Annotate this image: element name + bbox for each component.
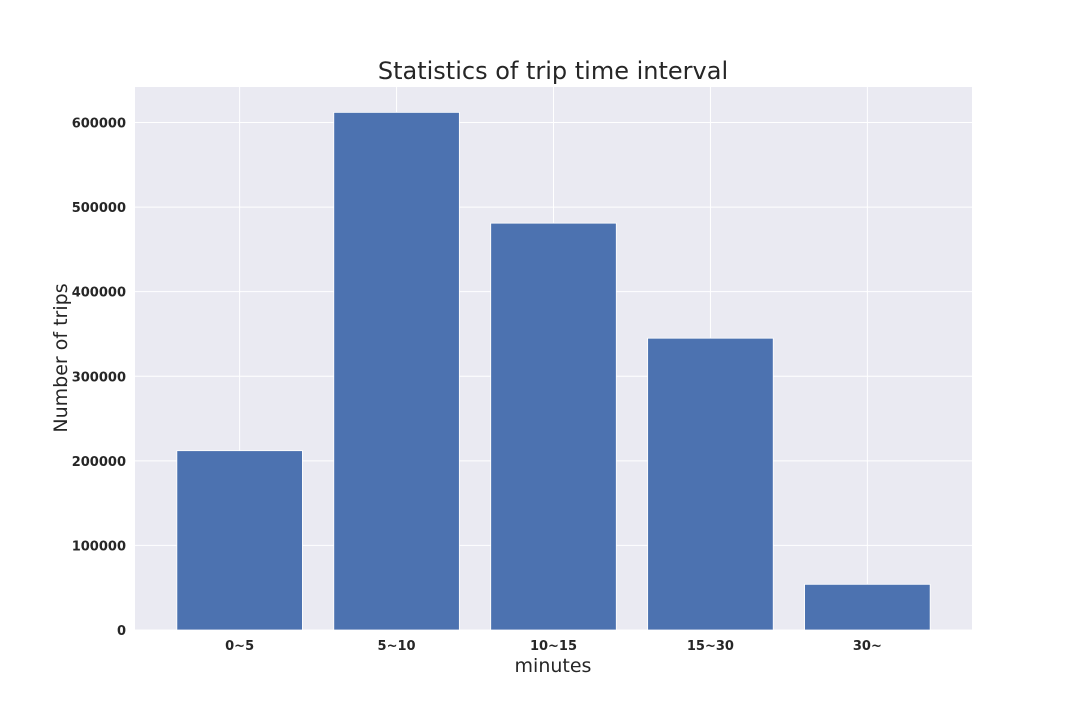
x-tick-label: 5~10 [378,639,416,654]
x-axis-ticks: 0~5 5~10 10~15 15~30 30~ [225,639,882,654]
x-tick-label: 10~15 [530,639,577,654]
y-tick-label: 600000 [72,117,126,132]
y-axis-ticks: 0 100000 200000 300000 400000 500000 600000 [72,117,126,639]
x-axis-label: minutes [515,655,592,677]
x-tick-label: 15~30 [687,639,734,654]
bar-5~10 [333,111,460,631]
y-tick-label: 300000 [72,370,126,385]
bar-10~15 [490,222,617,631]
x-tick-label: 0~5 [225,639,254,654]
bar-series [176,111,931,631]
x-tick-label: 30~ [853,639,882,654]
chart-title: Statistics of trip time interval [378,57,728,85]
y-tick-label: 400000 [72,286,126,301]
bar-15~30 [647,337,774,631]
y-tick-label: 0 [117,624,126,639]
bar-0~5 [176,450,303,631]
y-axis-label: Number of trips [50,283,72,432]
y-tick-label: 500000 [72,201,126,216]
bar-30~ [804,583,931,631]
y-tick-label: 200000 [72,455,126,470]
y-tick-label: 100000 [72,539,126,554]
